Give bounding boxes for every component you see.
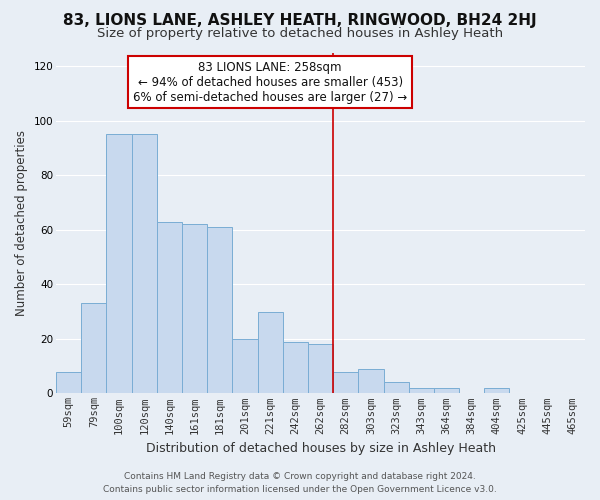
Bar bbox=[131, 134, 157, 394]
Bar bbox=[106, 134, 131, 394]
Bar bbox=[283, 342, 308, 394]
Text: Contains HM Land Registry data © Crown copyright and database right 2024.
Contai: Contains HM Land Registry data © Crown c… bbox=[103, 472, 497, 494]
Bar bbox=[358, 369, 383, 394]
Bar bbox=[232, 339, 257, 394]
Bar bbox=[207, 227, 232, 394]
Bar bbox=[383, 382, 409, 394]
Bar bbox=[333, 372, 358, 394]
Text: 83 LIONS LANE: 258sqm
← 94% of detached houses are smaller (453)
6% of semi-deta: 83 LIONS LANE: 258sqm ← 94% of detached … bbox=[133, 60, 407, 104]
Bar bbox=[81, 304, 106, 394]
Text: 83, LIONS LANE, ASHLEY HEATH, RINGWOOD, BH24 2HJ: 83, LIONS LANE, ASHLEY HEATH, RINGWOOD, … bbox=[63, 12, 537, 28]
Text: Size of property relative to detached houses in Ashley Heath: Size of property relative to detached ho… bbox=[97, 28, 503, 40]
Bar bbox=[157, 222, 182, 394]
Bar bbox=[484, 388, 509, 394]
Bar bbox=[182, 224, 207, 394]
Y-axis label: Number of detached properties: Number of detached properties bbox=[15, 130, 28, 316]
Bar bbox=[257, 312, 283, 394]
Bar bbox=[56, 372, 81, 394]
Bar bbox=[308, 344, 333, 394]
X-axis label: Distribution of detached houses by size in Ashley Heath: Distribution of detached houses by size … bbox=[146, 442, 496, 455]
Bar bbox=[409, 388, 434, 394]
Bar bbox=[434, 388, 459, 394]
